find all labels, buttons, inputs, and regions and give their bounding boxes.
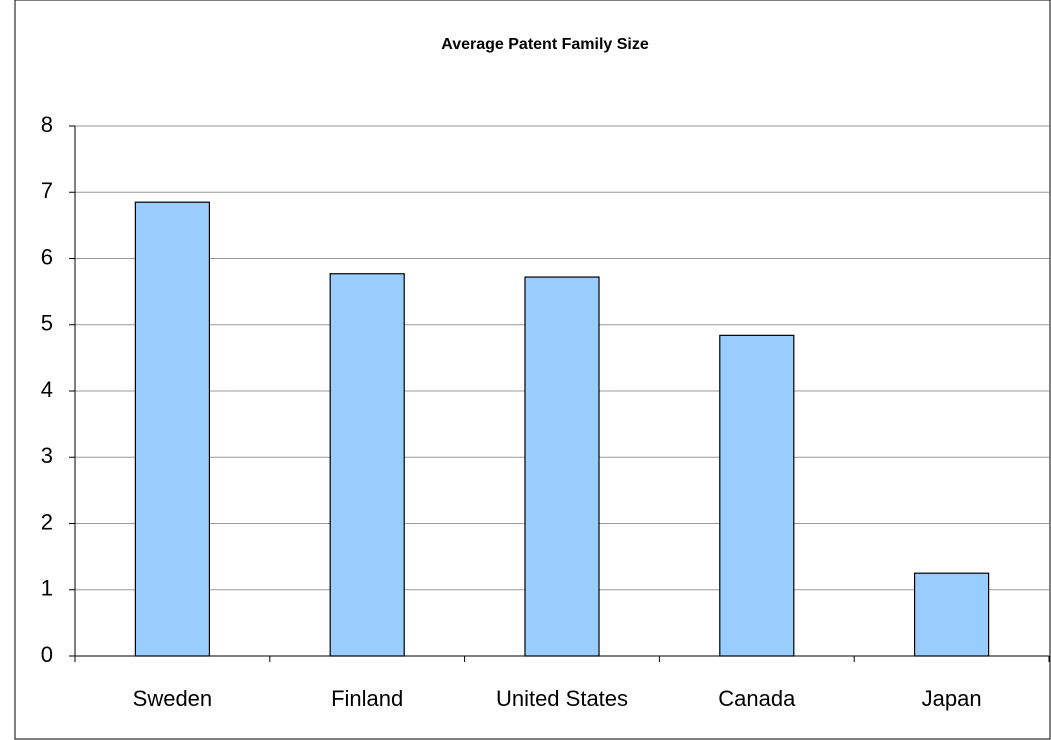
bar	[134, 201, 211, 657]
y-tick-label: 6	[41, 244, 53, 269]
y-tick-label: 1	[41, 576, 53, 601]
y-tick-label: 5	[41, 311, 53, 336]
x-tick-label: Sweden	[133, 686, 213, 711]
y-tick-label: 7	[41, 178, 53, 203]
y-tick-label: 2	[41, 509, 53, 534]
x-tick-label: Japan	[922, 686, 982, 711]
x-tick-label: Finland	[331, 686, 403, 711]
y-tick-label: 4	[41, 377, 53, 402]
bar	[524, 276, 600, 657]
x-tick-label: Canada	[718, 686, 796, 711]
bar	[719, 334, 795, 657]
chart-title: Average Patent Family Size	[441, 36, 649, 53]
bar	[913, 572, 990, 657]
x-tick-label: United States	[496, 686, 628, 711]
bar	[329, 273, 405, 657]
y-tick-label: 3	[41, 443, 53, 468]
y-tick-label: 8	[41, 112, 53, 137]
y-tick-label: 0	[41, 642, 53, 667]
